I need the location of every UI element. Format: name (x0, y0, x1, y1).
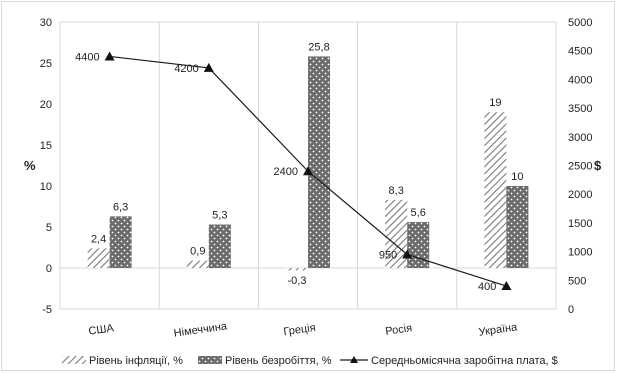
bar-inflation (286, 268, 308, 271)
right-tick-label: 3000 (568, 132, 592, 144)
left-tick-label: 20 (40, 99, 52, 111)
legend-swatch-inflation (62, 356, 86, 364)
chart-legend: Рівень інфляції, % Рівень безробіття, % … (62, 355, 558, 367)
left-tick-label: 25 (40, 58, 52, 70)
right-tick-label: 4500 (568, 46, 592, 58)
data-label-inflation: -0,3 (288, 275, 307, 287)
right-tick-label: 500 (568, 275, 586, 287)
legend-label-inflation: Рівень інфляції, % (89, 355, 183, 367)
bar-series (87, 56, 529, 271)
salary-marker (501, 281, 512, 291)
bar-inflation (385, 199, 408, 268)
right-tick-label: 1500 (568, 218, 592, 230)
legend-label-salary: Середньомісячна заробітна плата, $ (371, 355, 558, 367)
right-tick-label: 3500 (568, 103, 592, 115)
data-label-salary: 4400 (75, 51, 99, 63)
left-tick-label: 10 (40, 181, 52, 193)
data-label-unemployment: 6,3 (113, 201, 128, 213)
category-label: США (88, 322, 115, 338)
bar-unemployment (308, 56, 330, 268)
data-label-salary: 2400 (274, 166, 298, 178)
data-label-salary: 4200 (174, 63, 198, 75)
right-tick-label: 4000 (568, 74, 592, 86)
right-tick-label: 2000 (568, 189, 592, 201)
axes: -5 0 5 10 15 20 25 30 0 500 1000 1500 2000 2500 3000 35… (40, 17, 593, 340)
data-label-unemployment: 25,8 (308, 41, 329, 53)
bar-unemployment (407, 222, 430, 268)
category-label: Греція (283, 322, 317, 338)
left-tick-label: -5 (42, 304, 52, 316)
right-tick-label: 2500 (568, 161, 592, 173)
data-label-inflation: 19 (489, 97, 501, 109)
bar-inflation (87, 248, 110, 268)
data-label-unemployment: 5,6 (411, 207, 426, 219)
left-tick-label: 0 (46, 263, 52, 275)
salary-marker (402, 249, 413, 259)
left-axis-label: % (24, 158, 36, 173)
salary-marker (203, 62, 214, 72)
data-label-inflation: 8,3 (389, 185, 404, 197)
data-label-salary: 400 (478, 281, 496, 293)
data-labels: 2,4 6,3 0,9 5,3 -0,3 25,8 8,3 5,6 19 10 4400 4200 24… (75, 41, 523, 293)
legend-label-unemployment: Рівень безробіття, % (225, 355, 332, 367)
bar-inflation (186, 260, 209, 268)
salary-marker (104, 51, 115, 61)
left-tick-label: 30 (40, 17, 52, 29)
bar-inflation (484, 112, 507, 268)
data-label-inflation: 2,4 (91, 233, 106, 245)
legend-swatch-unemployment (198, 356, 222, 364)
data-label-inflation: 0,9 (190, 246, 205, 258)
line-series (104, 51, 512, 291)
salary-marker (303, 166, 313, 176)
bar-unemployment (506, 186, 529, 268)
right-tick-label: 0 (568, 304, 574, 316)
bar-unemployment (208, 224, 231, 268)
plot-area (59, 21, 557, 310)
data-label-unemployment: 10 (511, 171, 523, 183)
left-tick-label: 15 (40, 140, 52, 152)
data-label-salary: 950 (379, 249, 397, 261)
category-label: Росія (385, 322, 413, 338)
category-label: Німеччина (173, 320, 229, 339)
left-tick-label: 5 (46, 222, 52, 234)
right-tick-label: 1000 (568, 247, 592, 259)
category-label: Україна (478, 321, 519, 338)
right-tick-label: 5000 (568, 17, 592, 29)
bar-unemployment (109, 216, 132, 268)
legend-swatch-salary-marker (350, 356, 358, 363)
data-label-unemployment: 5,3 (212, 210, 227, 222)
right-axis-label: $ (594, 158, 602, 173)
